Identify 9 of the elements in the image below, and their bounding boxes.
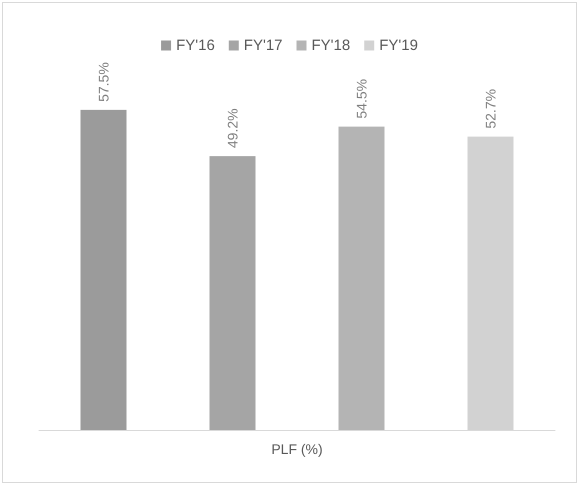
data-label: 54.5% bbox=[354, 78, 370, 119]
data-label: 57.5% bbox=[96, 62, 112, 102]
legend-label: FY'17 bbox=[244, 37, 283, 54]
legend-label: FY'19 bbox=[379, 37, 418, 54]
data-label: 49.2% bbox=[224, 108, 240, 148]
legend-label: FY'16 bbox=[176, 37, 215, 54]
x-axis-title: PLF (%) bbox=[271, 441, 323, 457]
data-label: 52.7% bbox=[482, 88, 498, 129]
legend-label: FY'18 bbox=[312, 37, 350, 54]
